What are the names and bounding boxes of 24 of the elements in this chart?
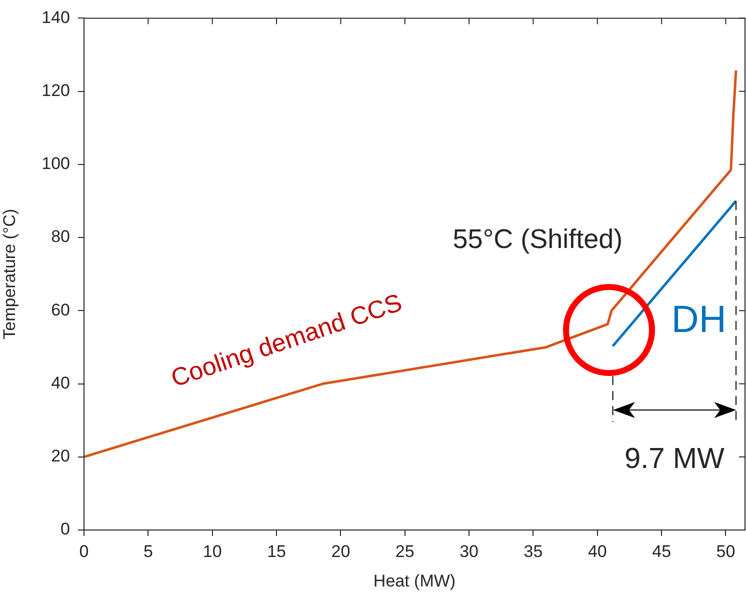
- y-tick-label: 100: [42, 154, 70, 174]
- y-tick-label: 120: [42, 81, 70, 100]
- annotation: 55°C (Shifted): [452, 224, 623, 254]
- x-tick-label: 20: [331, 542, 350, 561]
- annotation: 9.7 MW: [624, 443, 725, 475]
- x-axis-title: Heat (MW): [373, 571, 456, 590]
- y-tick-label: 20: [51, 446, 70, 466]
- x-tick-label: 30: [460, 542, 479, 561]
- y-tick-label: 140: [42, 8, 70, 27]
- series-label: DH: [671, 299, 726, 342]
- x-tick-label: 45: [652, 542, 672, 561]
- y-tick-label: 0: [60, 520, 70, 539]
- x-tick-label: 25: [395, 542, 414, 561]
- y-tick-label: 60: [51, 300, 70, 320]
- x-tick-label: 10: [202, 542, 222, 561]
- x-tick-label: 50: [716, 542, 736, 561]
- y-tick-label: 40: [51, 373, 70, 392]
- y-axis-title: Temperature (°C): [0, 208, 19, 340]
- y-tick-label: 80: [51, 227, 70, 246]
- x-tick-label: 40: [588, 542, 607, 561]
- x-tick-label: 5: [143, 542, 153, 561]
- x-tick-label: 15: [267, 542, 286, 561]
- x-tick-label: 35: [524, 542, 543, 561]
- x-tick-label: 0: [79, 542, 89, 561]
